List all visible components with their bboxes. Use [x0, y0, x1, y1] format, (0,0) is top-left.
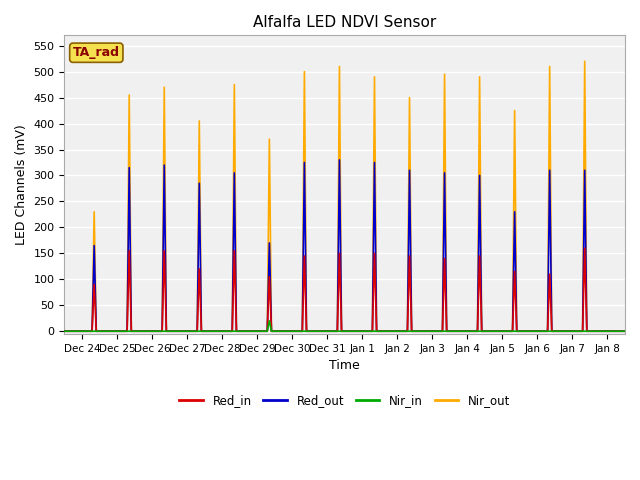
- Legend: Red_in, Red_out, Nir_in, Nir_out: Red_in, Red_out, Nir_in, Nir_out: [175, 389, 515, 411]
- Title: Alfalfa LED NDVI Sensor: Alfalfa LED NDVI Sensor: [253, 15, 436, 30]
- Text: TA_rad: TA_rad: [73, 46, 120, 59]
- X-axis label: Time: Time: [330, 359, 360, 372]
- Y-axis label: LED Channels (mV): LED Channels (mV): [15, 124, 28, 245]
